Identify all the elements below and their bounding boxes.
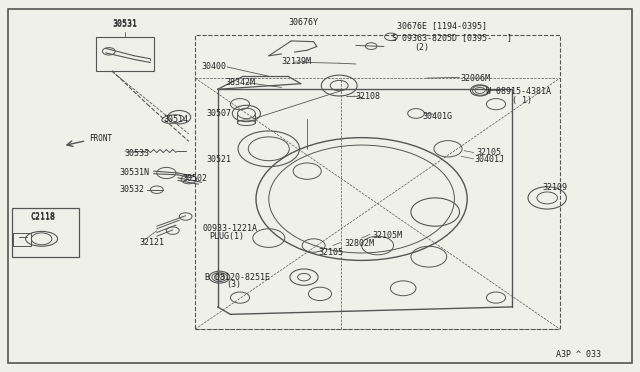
Text: 30521: 30521 — [206, 155, 231, 164]
Text: 32105M: 32105M — [372, 231, 403, 240]
Text: 32121: 32121 — [140, 238, 164, 247]
Text: 32802M: 32802M — [344, 239, 374, 248]
Text: W 08915-4381A: W 08915-4381A — [486, 87, 552, 96]
Text: 30676Y: 30676Y — [288, 18, 318, 27]
Text: B 08120-8251E: B 08120-8251E — [205, 273, 270, 282]
Text: 30533: 30533 — [125, 149, 150, 158]
Text: (2): (2) — [415, 43, 429, 52]
Text: 30507: 30507 — [206, 109, 231, 118]
Text: 30401J: 30401J — [475, 155, 505, 164]
Text: C2118: C2118 — [30, 212, 55, 221]
Text: 32105: 32105 — [477, 148, 502, 157]
Text: C2118: C2118 — [31, 213, 56, 222]
Bar — [13, 232, 31, 246]
Text: 00933-1221A: 00933-1221A — [203, 224, 258, 233]
Bar — [96, 37, 154, 71]
Text: 32006M: 32006M — [461, 74, 491, 83]
Text: 30400: 30400 — [202, 62, 227, 71]
Text: 30531N: 30531N — [120, 169, 150, 177]
Text: 30502: 30502 — [182, 174, 207, 183]
Text: 38342M: 38342M — [225, 78, 255, 87]
Bar — [12, 208, 79, 257]
Text: 30676E [1194-0395]: 30676E [1194-0395] — [397, 22, 487, 31]
Text: PLUG(1): PLUG(1) — [209, 232, 244, 241]
Text: 30401G: 30401G — [422, 112, 452, 121]
Text: 30514: 30514 — [164, 115, 189, 124]
Text: 32139M: 32139M — [282, 57, 312, 66]
Text: A3P ^ 033: A3P ^ 033 — [556, 350, 600, 359]
Text: S 09363-8205D [0395-   ]: S 09363-8205D [0395- ] — [392, 33, 512, 42]
Text: 30532: 30532 — [120, 185, 145, 194]
Text: ( 1): ( 1) — [512, 96, 532, 105]
Text: (3): (3) — [226, 280, 241, 289]
Bar — [195, 35, 560, 329]
Text: 32109: 32109 — [543, 183, 568, 192]
Text: 30531: 30531 — [112, 19, 138, 28]
Text: FRONT: FRONT — [90, 134, 113, 143]
Text: 30531: 30531 — [112, 20, 138, 29]
Text: 32105: 32105 — [319, 248, 344, 257]
Text: 32108: 32108 — [355, 92, 380, 101]
